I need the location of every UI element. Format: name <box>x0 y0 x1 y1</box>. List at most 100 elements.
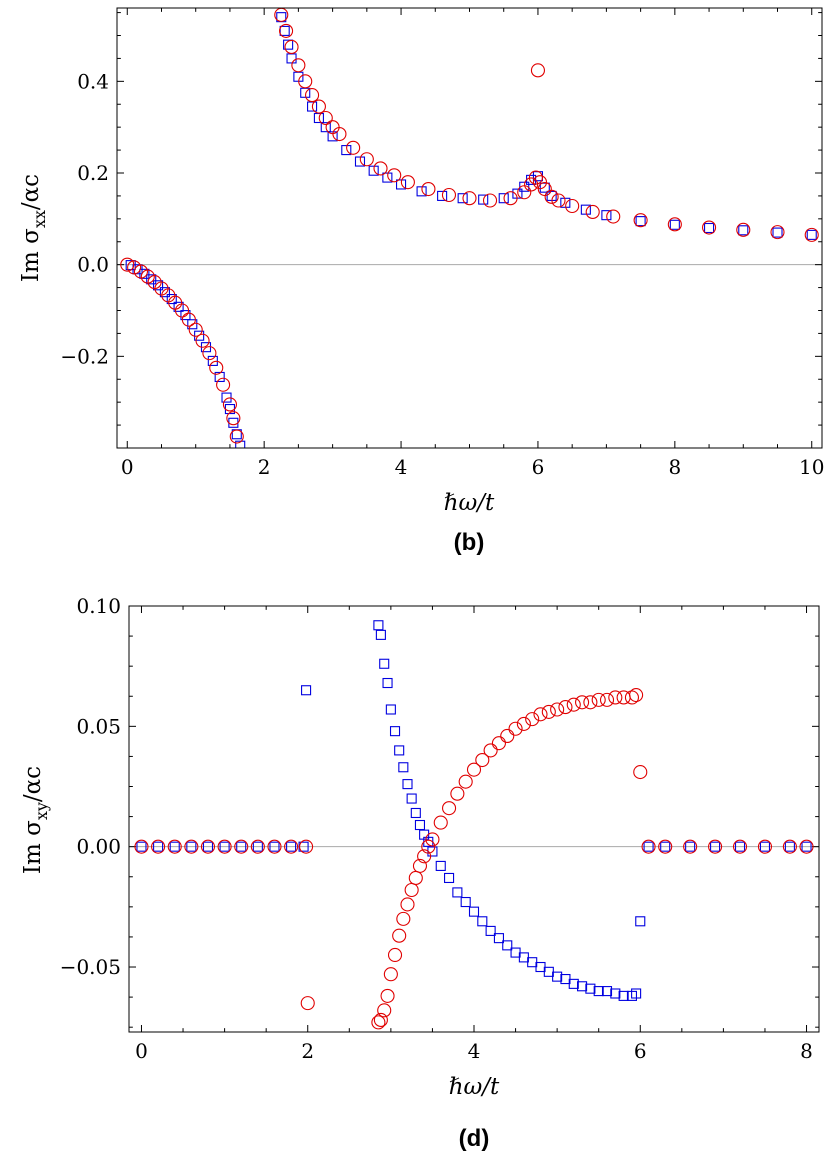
data-point-circle <box>736 222 751 237</box>
data-point-square <box>235 440 246 448</box>
panel-b-x-tick-labels: 0 2 4 6 8 10 <box>121 455 825 479</box>
data-point-square <box>166 293 177 305</box>
data-point-square <box>585 983 596 994</box>
data-point-circle <box>250 839 265 854</box>
data-point-circle <box>804 227 819 242</box>
data-point-square <box>341 145 352 156</box>
panel-d-frame <box>128 605 820 1033</box>
data-point-square <box>186 841 197 852</box>
data-point-circle <box>377 1003 392 1018</box>
data-point-square <box>202 841 214 852</box>
data-point-circle <box>184 839 199 854</box>
data-point-square <box>327 131 338 142</box>
data-point-square <box>519 181 530 192</box>
data-point-circle <box>433 815 448 830</box>
data-point-circle <box>530 63 545 78</box>
data-point-circle <box>284 839 299 854</box>
data-point-circle <box>332 126 347 142</box>
data-point-circle <box>500 728 515 744</box>
y-tick-label: −0.05 <box>60 955 121 979</box>
data-point-square <box>173 301 184 312</box>
data-point-circle <box>284 39 299 55</box>
data-point-square <box>477 916 488 927</box>
data-point-square <box>402 779 413 790</box>
data-point-circle <box>732 839 748 854</box>
data-point-square <box>527 957 538 968</box>
panel-b-data-marks <box>120 8 819 448</box>
data-point-circle <box>279 23 294 38</box>
data-point-circle <box>550 702 565 717</box>
data-point-square <box>618 990 629 1001</box>
data-point-square <box>784 841 795 852</box>
data-point-square <box>373 620 384 631</box>
data-point-circle <box>134 839 149 854</box>
data-point-square <box>444 872 455 884</box>
data-point-circle <box>371 1015 386 1030</box>
data-point-circle <box>421 839 436 854</box>
panel-b-y-tick-labels: −0.2 0.0 0.2 0.4 <box>60 69 109 368</box>
data-point-circle <box>541 704 556 719</box>
data-point-circle <box>799 839 814 854</box>
data-point-circle <box>127 260 142 275</box>
data-point-circle <box>483 743 498 758</box>
data-point-circle <box>458 774 473 789</box>
data-point-square <box>669 219 680 230</box>
data-point-circle <box>226 411 241 426</box>
data-point-circle <box>441 187 457 203</box>
data-point-circle <box>417 849 432 864</box>
data-point-square <box>601 210 612 221</box>
data-point-circle <box>558 700 573 715</box>
data-point-square <box>643 841 654 852</box>
data-point-square <box>460 896 471 908</box>
data-point-square <box>146 274 157 285</box>
data-point-square <box>236 841 247 852</box>
data-point-square <box>385 704 396 715</box>
data-point-circle <box>565 198 580 214</box>
panel-d-x-tick-labels: 0 2 4 6 8 <box>135 1039 813 1063</box>
data-point-square <box>136 841 147 852</box>
data-point-square <box>214 371 225 383</box>
data-point-square <box>398 762 409 773</box>
data-point-square <box>252 841 263 852</box>
data-point-circle <box>482 193 498 208</box>
data-point-circle <box>267 839 282 854</box>
data-point-square <box>478 194 489 205</box>
data-point-circle <box>633 213 648 228</box>
data-point-square <box>219 841 230 852</box>
data-point-square <box>738 225 749 236</box>
data-point-circle <box>400 897 415 912</box>
data-point-square <box>704 222 715 234</box>
data-point-square <box>435 860 446 871</box>
data-point-circle <box>525 712 540 727</box>
panel-b-label: (b) <box>454 529 485 556</box>
data-point-square <box>452 887 463 898</box>
panel-d-ticks <box>129 605 819 1032</box>
data-point-square <box>685 841 696 852</box>
data-point-circle <box>608 690 623 705</box>
data-point-circle <box>782 839 797 854</box>
data-point-square <box>437 190 448 201</box>
data-point-square <box>180 310 191 321</box>
data-point-circle <box>533 707 548 722</box>
data-point-square <box>394 745 405 756</box>
data-point-circle <box>174 303 190 318</box>
data-point-circle <box>373 1012 388 1028</box>
data-point-square <box>389 726 401 737</box>
data-point-circle <box>425 832 440 847</box>
data-point-square <box>552 971 563 982</box>
panel-b-x-axis-title: ℏω/t <box>444 490 495 516</box>
data-point-square <box>187 319 198 330</box>
x-tick-label: 6 <box>634 1039 647 1063</box>
data-point-circle <box>616 690 631 705</box>
x-tick-label: 6 <box>532 455 545 479</box>
data-point-square <box>543 966 554 977</box>
data-point-circle <box>311 99 326 114</box>
data-point-square <box>772 227 783 238</box>
data-point-circle <box>566 697 581 712</box>
data-point-circle <box>508 721 523 736</box>
data-point-square <box>660 841 671 852</box>
data-point-square <box>159 287 170 298</box>
data-point-square <box>485 925 496 936</box>
data-point-circle <box>667 217 682 232</box>
